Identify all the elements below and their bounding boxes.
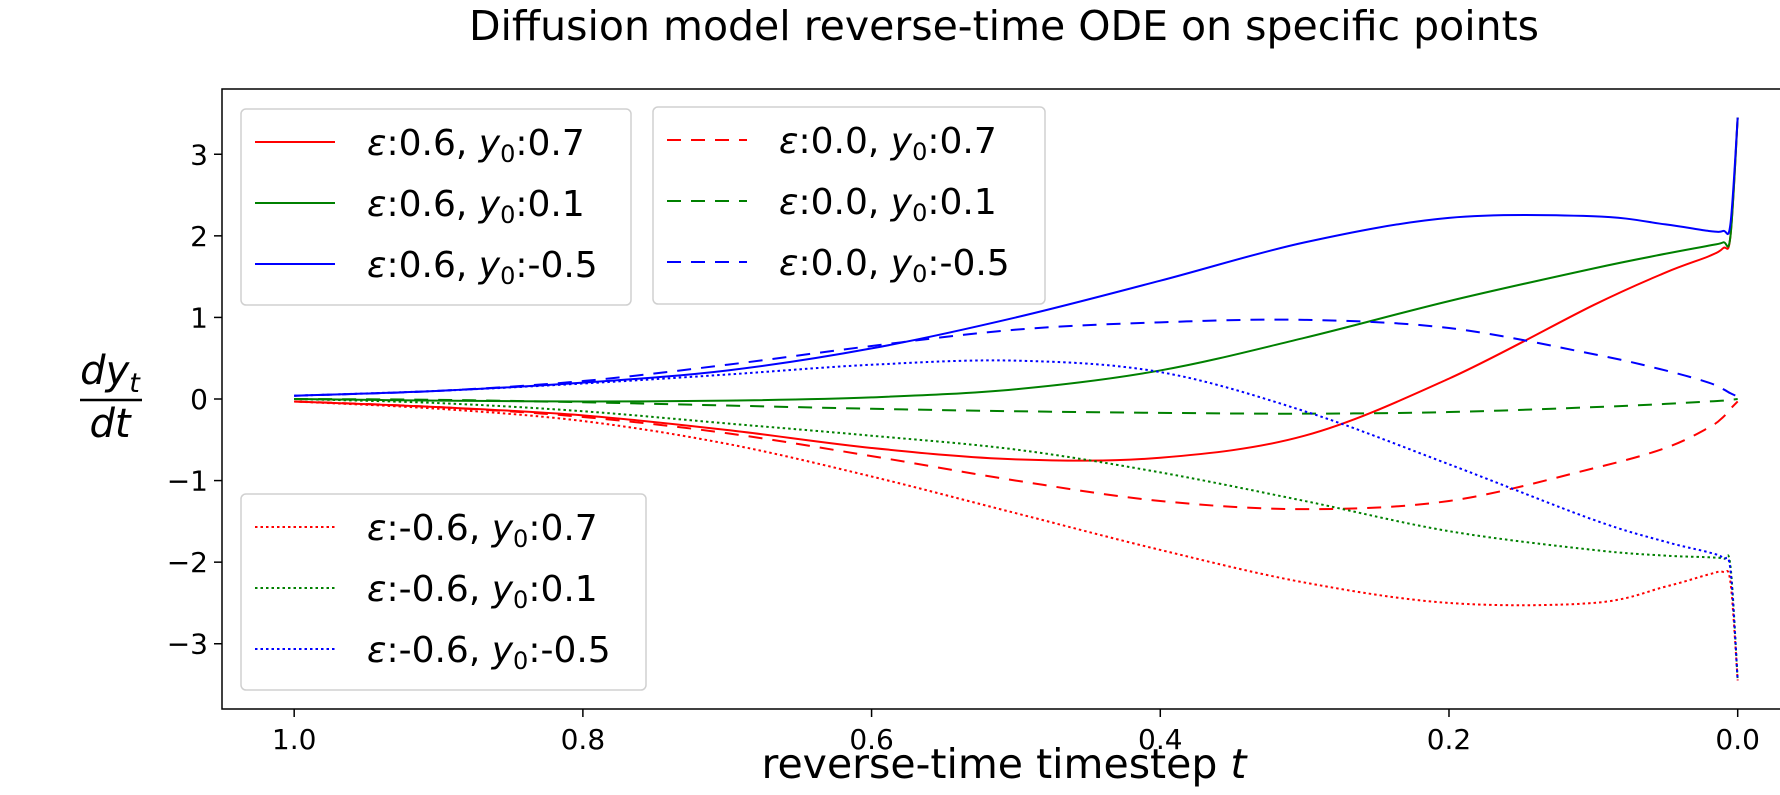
series-line-6 (294, 400, 1739, 681)
svg-text:dt: dt (89, 401, 131, 447)
legend-label: ε:0.6, y0:0.1 (367, 184, 585, 229)
x-tick-label: 0.8 (561, 723, 606, 756)
series-line-8 (294, 359, 1739, 681)
svg-text:dyt: dyt (80, 348, 141, 399)
legend-label: ε:0.0, y0:0.7 (779, 121, 997, 166)
x-axis-label: reverse-time timestep t (762, 740, 1249, 788)
x-tick-label: 0.6 (849, 723, 894, 756)
x-axis: 1.0 0.8 0.6 0.4 0.2 0.0 (272, 709, 1760, 756)
chart-title: Diffusion model reverse-time ODE on spec… (469, 2, 1539, 50)
y-tick-label: −1 (167, 465, 208, 498)
y-axis: 3 2 1 0 −1 −2 −3 (167, 138, 222, 661)
y-tick-label: −3 (167, 628, 208, 661)
legend-label: ε:-0.6, y0:-0.5 (367, 630, 611, 675)
series-layer (294, 117, 1739, 681)
series-line-0 (294, 117, 1739, 462)
y-tick-label: 0 (190, 383, 208, 416)
y-tick-label: 2 (190, 220, 208, 253)
legend-label: ε:0.0, y0:-0.5 (779, 243, 1010, 288)
legend-box-dotted (240, 493, 647, 691)
y-tick-label: 3 (190, 138, 208, 171)
legend-box-solid (240, 108, 632, 306)
legend-label: ε:-0.6, y0:0.7 (367, 508, 598, 553)
legend-label: ε:0.6, y0:0.7 (367, 123, 585, 168)
series-line-5 (294, 318, 1739, 398)
legend-label: ε:0.0, y0:0.1 (779, 182, 997, 227)
x-tick-label: 0.2 (1427, 723, 1472, 756)
x-tick-label: 0.4 (1138, 723, 1183, 756)
y-tick-label: −2 (167, 546, 208, 579)
series-line-3 (294, 400, 1739, 511)
x-tick-label: 1.0 (272, 723, 317, 756)
legend-box-dashed (652, 106, 1046, 305)
x-tick-label: 0.0 (1715, 723, 1760, 756)
series-line-4 (294, 398, 1738, 415)
legend-label: ε:-0.6, y0:0.1 (367, 569, 598, 614)
series-line-2 (294, 117, 1739, 397)
y-axis-label: dyt dt (80, 348, 142, 447)
y-tick-label: 1 (190, 301, 208, 334)
legend-label: ε:0.6, y0:-0.5 (367, 245, 598, 290)
legends: ε:0.6, y0:0.7 ε:0.6, y0:0.1 ε:0.6, y0:-0.5… (240, 106, 1046, 691)
series-line-7 (294, 398, 1739, 681)
